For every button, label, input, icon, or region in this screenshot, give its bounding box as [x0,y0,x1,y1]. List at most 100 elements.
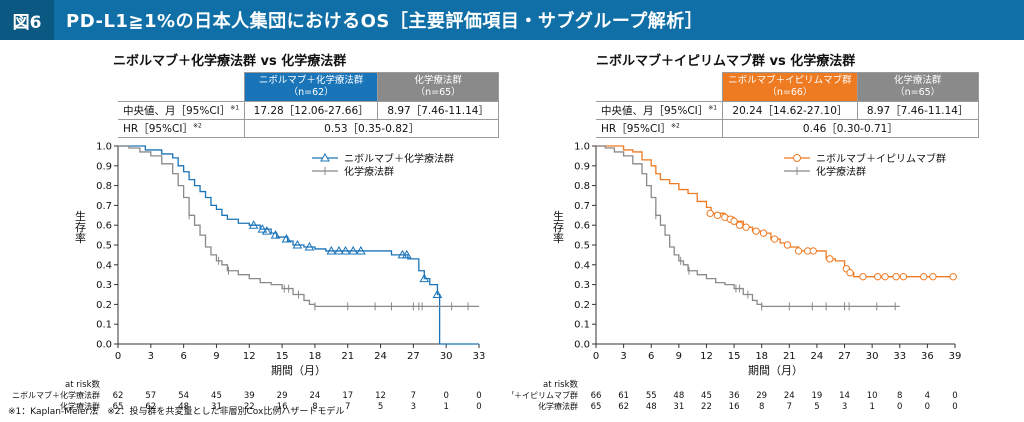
y-tick-label: 0.4 [574,260,590,271]
censor-mark [881,272,889,281]
at-risk-count: 62 [618,402,629,410]
ctrl-header-cell: 化学療法群 （n=65） [377,72,500,102]
censor-mark [292,239,303,249]
censor-mark [759,229,768,237]
at-risk-count: 22 [244,402,255,410]
arm-header: ニボルマブ＋化学療法群 [258,75,364,86]
censor-mark [920,272,928,281]
series-line [118,145,479,345]
hr-label: HR［95%CI］※2 [118,119,246,138]
censor-mark [783,241,792,249]
at-risk-count: 0 [476,402,481,410]
at-risk-count: 1 [869,402,874,410]
x-tick-label: 12 [700,351,713,362]
at-risk-count: 65 [591,402,602,410]
x-tick-label: 15 [728,351,741,362]
y-axis-label: 生存率 [552,209,565,244]
y-tick-label: 0.3 [96,280,112,291]
x-tick-label: 3 [148,351,154,362]
y-tick-label: 0.7 [96,201,112,212]
ctrl-header: 化学療法群 [893,75,942,86]
arm-n: （n=62） [288,87,334,98]
y-tick-label: 0.4 [96,260,112,271]
km-chart: 0.00.10.20.30.40.50.60.70.80.91.00 3 6 9 12 1… [12,142,485,411]
censor-mark [419,273,430,283]
ctrl-n: （n=65） [415,87,461,98]
censor-mark [735,221,744,229]
hr-value: 0.53［0.35-0.82］ [244,119,500,138]
x-tick-label: 18 [309,351,322,362]
y-tick-label: 0.1 [574,320,590,331]
series-line [118,145,479,308]
x-axis-label: 期間（月） [748,364,803,377]
x-tick-label: 24 [811,351,824,362]
at-risk-count: 62 [113,391,124,401]
at-risk-count: 31 [673,402,684,410]
y-axis-label: 生存率 [74,209,87,244]
x-tick-label: 0 [593,351,599,362]
series-line [596,145,900,308]
at-risk-row-label: 化学療法群 [60,401,100,410]
hr-label: HR［95%CI］※2 [596,119,724,138]
at-risk-count: 19 [812,391,823,401]
at-risk-count: 29 [277,391,288,401]
at-risk-count: 45 [701,391,712,401]
at-risk-count: 39 [244,391,255,401]
x-tick-label: 27 [838,351,851,362]
at-risk-count: 8 [312,402,317,410]
censor-mark [706,209,714,218]
x-tick-label: 12 [243,351,256,362]
x-tick-label: 6 [648,351,654,362]
at-risk-count: 0 [952,402,957,410]
x-tick-label: 9 [676,351,682,362]
at-risk-count: 24 [309,391,320,401]
legend-label: ニボルマブ＋イピリムマブ群 [816,152,946,165]
arm-n: （n=66） [767,87,813,98]
km-chart: 0.00.10.20.30.40.50.60.70.80.91.00 3 6 9 12 1… [512,142,961,411]
censor-mark [348,245,359,255]
y-tick-label: 0.3 [574,280,590,291]
at-risk-title: at risk数 [543,379,578,390]
at-risk-count: 3 [842,402,847,410]
y-tick-label: 1.0 [96,142,112,153]
at-risk-count: 66 [591,391,602,401]
median-arm: 17.28［12.06-27.66］ [244,101,379,120]
censor-mark [809,247,817,255]
censor-mark [892,272,900,281]
y-tick-label: 0.8 [96,181,112,192]
censor-mark [281,234,292,243]
at-risk-count: 22 [701,402,712,410]
figure-header: 図6 PD-L1≧1%の日本人集団におけるOS［主要評価項目・サブグループ解析］ [0,0,1024,40]
panel-nivo-ipi: ニボルマブ＋イピリムマブ群 vs 化学療法群 ニボルマブ＋イピリムマブ群 （n=… [512,44,1024,410]
at-risk-count: 36 [729,391,740,401]
footnote: ※1：Kaplan-Meier法 ※2：投与群を共変量とした非層別Cox比例ハザ… [8,407,345,417]
x-tick-label: 6 [180,351,186,362]
x-tick-label: 18 [755,351,768,362]
at-risk-count: 17 [342,391,353,401]
censor-mark [334,245,344,255]
legend-marker [793,154,801,162]
at-risk-count: 29 [756,391,767,401]
x-tick-label: 36 [921,351,934,362]
at-risk-title: at risk数 [65,379,100,390]
at-risk-row-label: ニボルマブ＋化学療法群 [12,390,100,400]
censor-mark [340,245,351,255]
arm-header-cell: ニボルマブ＋イピリムマブ群 （n=66） [722,72,858,102]
at-risk-count: 55 [646,391,657,401]
at-risk-count: 57 [145,391,156,401]
censor-mark [742,223,750,231]
y-tick-label: 0.7 [574,201,590,212]
figure-title: PD-L1≧1%の日本人集団におけるOS［主要評価項目・サブグループ解析］ [66,11,704,32]
censor-mark [270,230,281,239]
at-risk-count: 45 [211,391,222,401]
y-tick-label: 0.6 [96,221,112,232]
y-tick-label: 0.5 [574,241,590,252]
at-risk-count: 48 [646,402,657,410]
summary-table: ニボルマブ＋イピリムマブ群 （n=66） 化学療法群 （n=65） 中央値、月［… [596,72,979,138]
y-tick-label: 0.0 [96,340,112,351]
censor-mark [713,211,722,220]
y-tick-label: 0.6 [574,221,590,232]
at-risk-count: 5 [378,402,383,410]
x-tick-label: 33 [893,351,906,362]
panel-title: ニボルマブ＋イピリムマブ群 vs 化学療法群 [596,54,856,69]
